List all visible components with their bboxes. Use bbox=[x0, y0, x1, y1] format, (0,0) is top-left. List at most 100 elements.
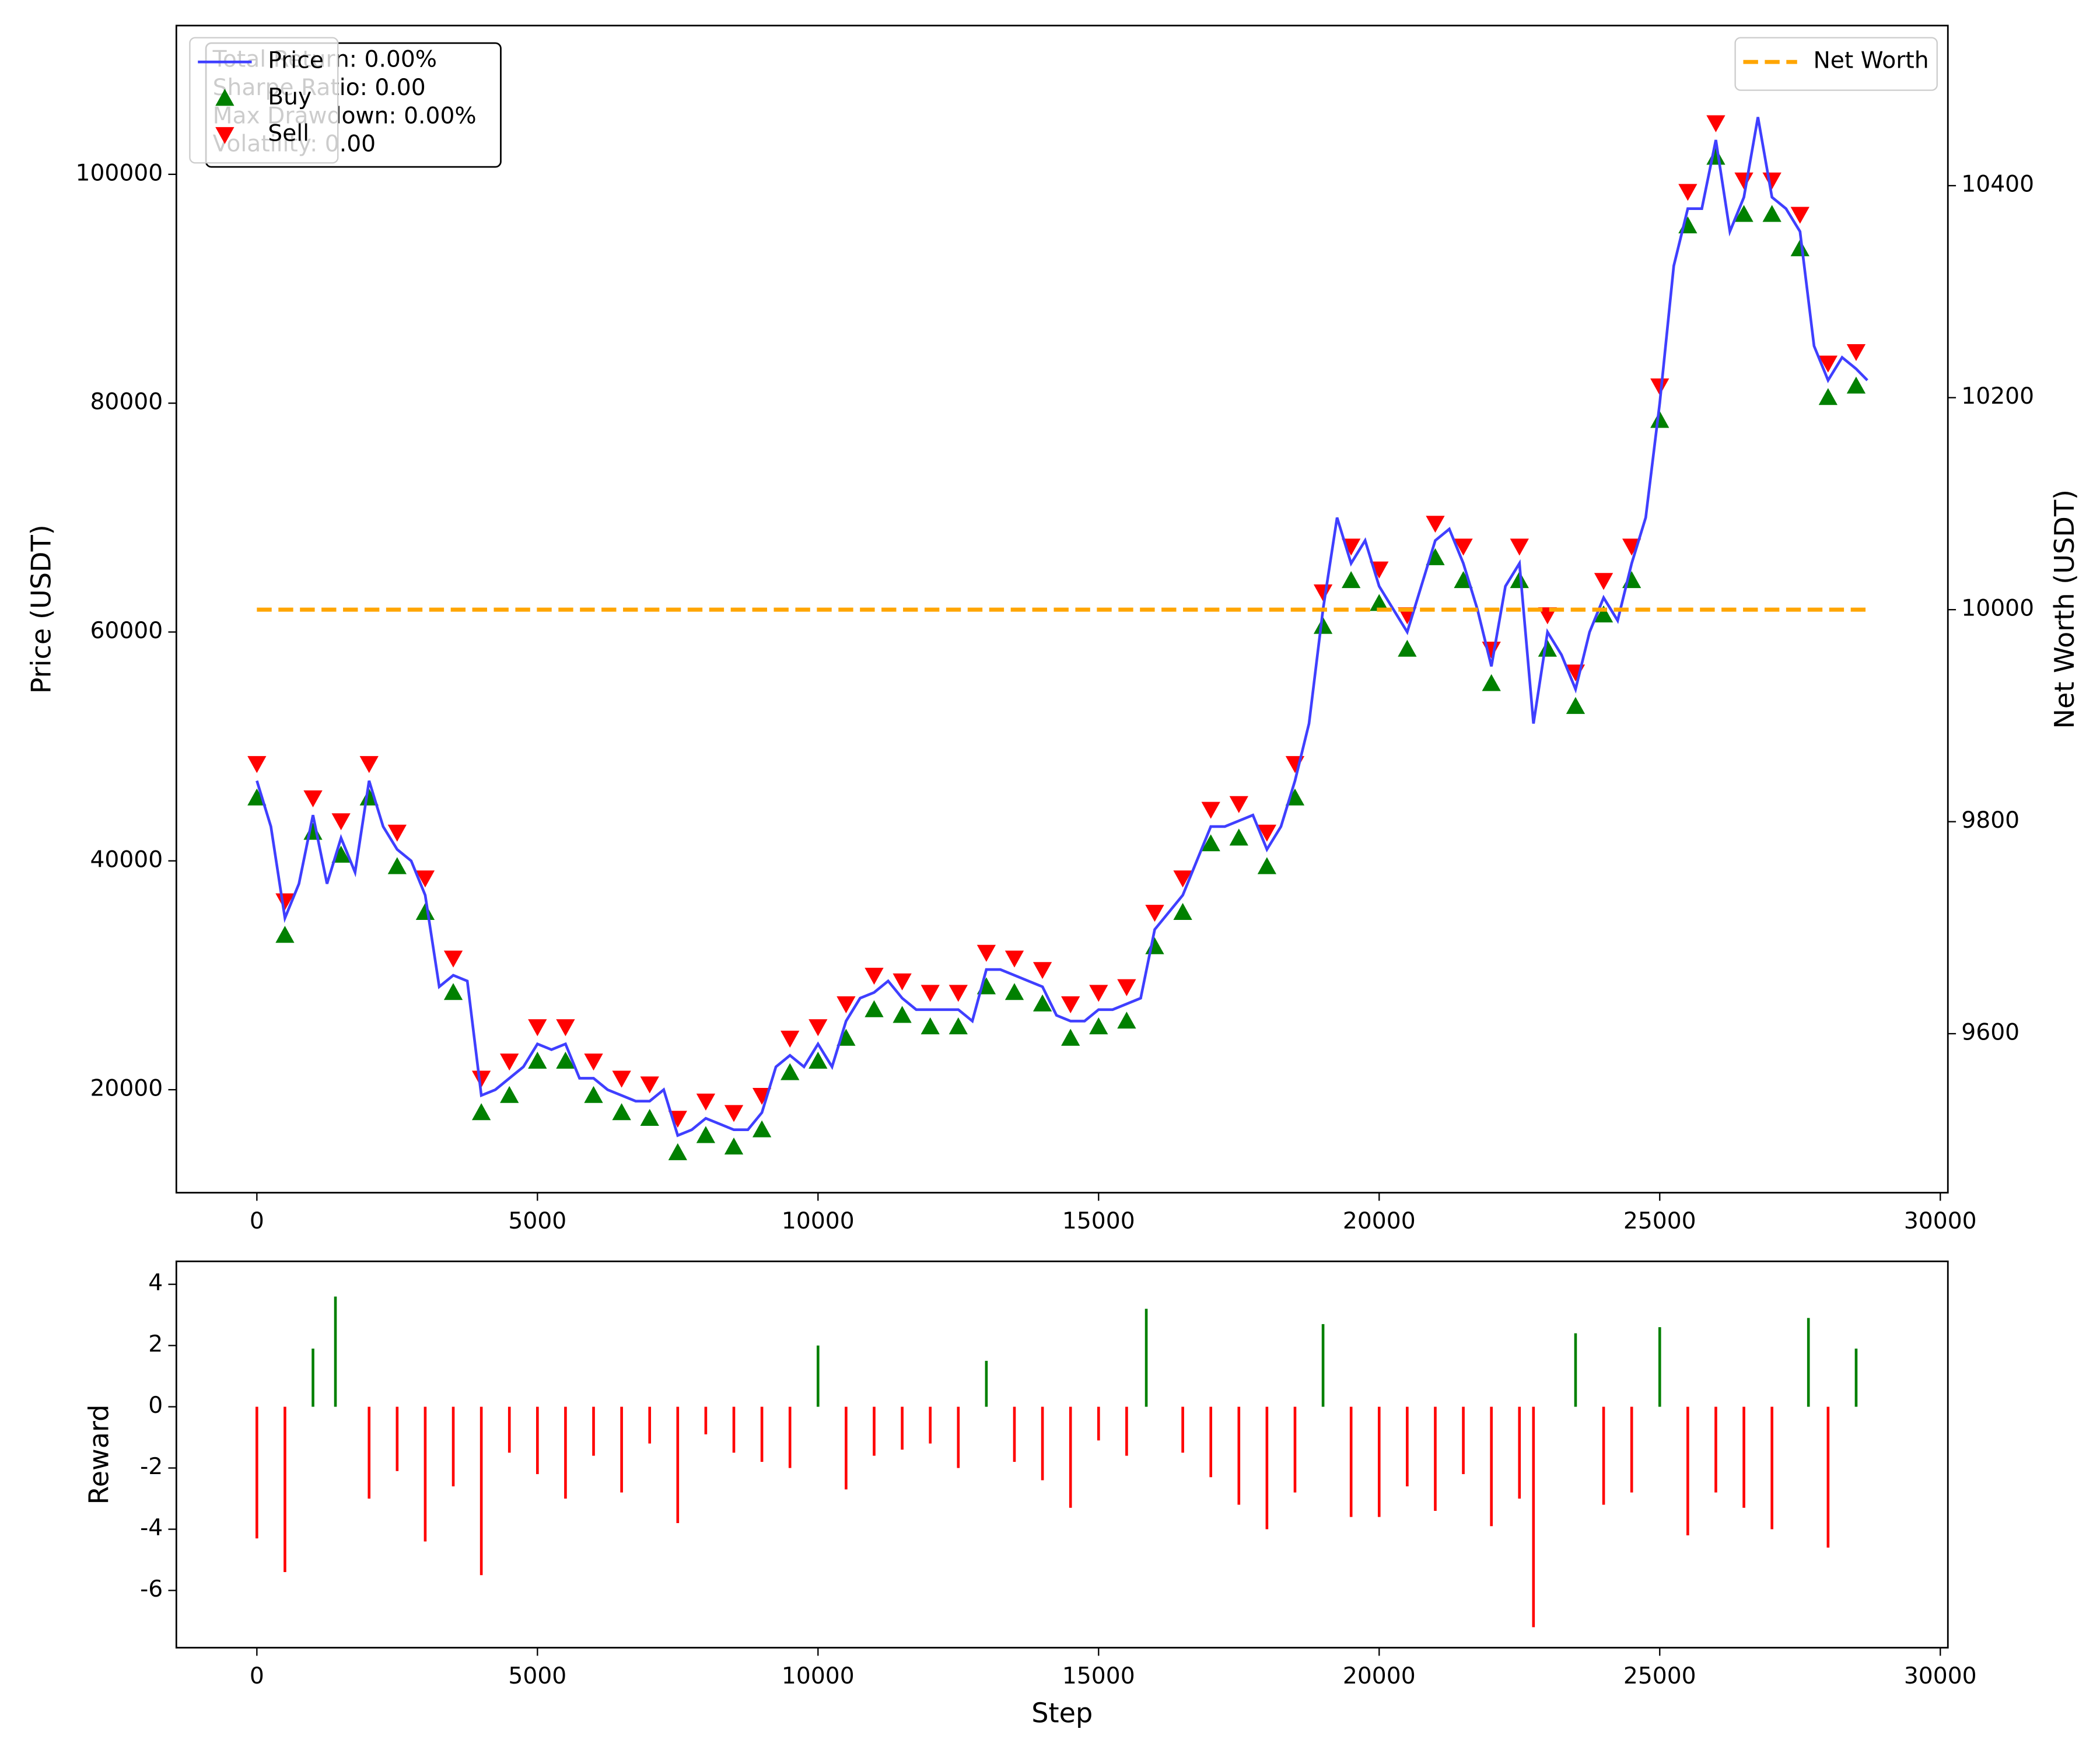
reward-bar bbox=[424, 1406, 427, 1542]
trade-marker bbox=[1538, 639, 1558, 657]
trade-marker bbox=[864, 1000, 884, 1017]
trade-marker bbox=[584, 1086, 603, 1103]
trade-marker bbox=[584, 1054, 603, 1071]
reward-bar bbox=[901, 1406, 904, 1450]
reward-bar bbox=[1742, 1406, 1745, 1508]
trade-marker bbox=[1790, 206, 1810, 224]
trade-marker bbox=[696, 1126, 716, 1143]
trade-marker bbox=[752, 1087, 772, 1105]
trade-marker bbox=[359, 756, 379, 774]
trade-marker bbox=[780, 1063, 800, 1080]
trade-marker bbox=[977, 944, 996, 962]
reward-bar bbox=[1293, 1406, 1297, 1493]
trade-marker bbox=[1370, 594, 1389, 611]
reward-bar bbox=[985, 1360, 988, 1407]
trade-marker bbox=[1790, 239, 1810, 257]
trade-marker bbox=[1454, 538, 1473, 556]
trade-marker bbox=[556, 1051, 575, 1069]
plot-area bbox=[256, 1296, 1858, 1628]
trade-marker bbox=[1005, 950, 1024, 968]
trade-marker bbox=[1398, 639, 1417, 657]
reward-bar bbox=[817, 1345, 820, 1407]
trade-marker bbox=[724, 1138, 744, 1155]
reward-bar bbox=[1532, 1406, 1535, 1628]
reward-bar bbox=[1013, 1406, 1016, 1462]
reward-bar bbox=[1349, 1406, 1353, 1517]
reward-bar bbox=[256, 1406, 258, 1539]
x-tick-label: 0 bbox=[250, 1208, 264, 1234]
trade-marker bbox=[1145, 905, 1164, 922]
trade-marker bbox=[275, 926, 295, 943]
trade-marker bbox=[1566, 696, 1586, 714]
reward-bar bbox=[1462, 1406, 1465, 1475]
legend-box bbox=[1734, 37, 1938, 91]
trade-marker bbox=[1061, 1028, 1080, 1046]
trade-marker bbox=[1706, 115, 1726, 132]
trade-marker bbox=[1313, 617, 1333, 634]
reward-bar bbox=[1097, 1406, 1100, 1441]
trade-marker bbox=[471, 1103, 491, 1121]
trade-marker bbox=[1762, 172, 1782, 190]
x-tick-label: 25000 bbox=[1623, 1208, 1696, 1234]
trade-marker bbox=[808, 1051, 828, 1069]
trade-marker bbox=[387, 857, 407, 874]
trade-marker bbox=[864, 968, 884, 985]
reward-bar bbox=[957, 1406, 960, 1468]
x-tick-label: 10000 bbox=[782, 1208, 855, 1234]
reward-bar bbox=[1209, 1406, 1212, 1478]
legend-marker bbox=[215, 127, 235, 144]
trade-marker bbox=[528, 1051, 547, 1069]
reward-bar bbox=[704, 1406, 708, 1434]
x-tick-label: 25000 bbox=[1623, 1663, 1696, 1689]
reward-bar bbox=[1807, 1318, 1810, 1407]
axes-frame bbox=[175, 1260, 1949, 1648]
trade-marker bbox=[1117, 979, 1136, 996]
reward-bar bbox=[1125, 1406, 1128, 1456]
y-tick-label: -2 bbox=[140, 1454, 163, 1480]
trade-marker bbox=[1061, 996, 1080, 1014]
trade-marker bbox=[1846, 376, 1866, 394]
trade-marker bbox=[1032, 994, 1052, 1012]
reward-bar bbox=[396, 1406, 399, 1471]
reward-bar bbox=[1069, 1406, 1072, 1508]
x-tick-label: 15000 bbox=[1062, 1208, 1135, 1234]
trade-marker bbox=[921, 985, 940, 1002]
y2-tick-label: 10000 bbox=[1961, 596, 2034, 622]
y-tick-label: 0 bbox=[148, 1392, 163, 1419]
trade-marker bbox=[1173, 870, 1192, 888]
trade-marker bbox=[1229, 828, 1248, 846]
trade-marker bbox=[1370, 561, 1389, 579]
reward-bar bbox=[1237, 1406, 1241, 1505]
trade-marker bbox=[1678, 184, 1698, 201]
trade-marker bbox=[528, 1019, 547, 1037]
reward-bar bbox=[1377, 1406, 1381, 1517]
series-line bbox=[256, 117, 1868, 1138]
reward-bar bbox=[564, 1406, 567, 1499]
y-tick-label: 100000 bbox=[76, 160, 163, 186]
reward-bar bbox=[1041, 1406, 1044, 1480]
legend-label: Buy bbox=[268, 84, 312, 110]
trade-marker bbox=[1510, 571, 1529, 589]
x-tick-label: 0 bbox=[250, 1663, 264, 1689]
reward-bar bbox=[1490, 1406, 1493, 1527]
trade-marker bbox=[443, 950, 463, 968]
reward-bar bbox=[536, 1406, 539, 1475]
trade-marker bbox=[443, 983, 463, 1000]
x-tick-label: 10000 bbox=[782, 1663, 855, 1689]
x-axis-label: Step bbox=[1031, 1698, 1093, 1729]
trade-marker bbox=[1342, 571, 1361, 589]
reward-bar bbox=[1434, 1406, 1437, 1511]
trade-marker bbox=[1117, 1012, 1136, 1029]
legend-marker bbox=[215, 89, 235, 106]
trade-marker bbox=[612, 1070, 631, 1088]
trade-marker bbox=[1454, 571, 1473, 589]
reward-bar bbox=[1518, 1406, 1521, 1499]
trade-marker bbox=[1734, 205, 1754, 222]
trade-marker bbox=[1846, 344, 1866, 362]
reward-bar bbox=[368, 1406, 371, 1499]
y-tick-label: 20000 bbox=[90, 1076, 163, 1102]
reward-bar bbox=[592, 1406, 595, 1456]
reward-bar bbox=[480, 1406, 483, 1576]
